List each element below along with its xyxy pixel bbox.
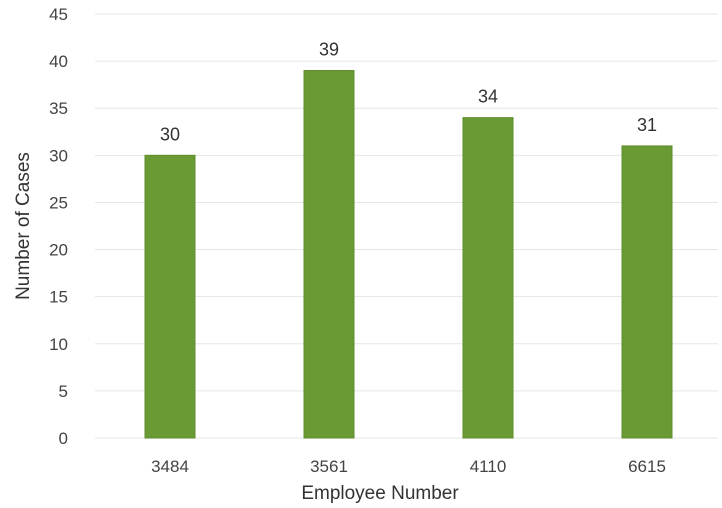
y-tick-label: 40: [49, 52, 68, 71]
y-tick-label: 30: [49, 146, 68, 165]
y-tick-label: 25: [49, 193, 68, 212]
y-tick-label: 10: [49, 335, 68, 354]
data-labels: 30 39 34 31: [160, 40, 657, 145]
x-tick-label: 6615: [628, 457, 666, 476]
x-axis-ticks: 3484 3561 4110 6615: [151, 457, 666, 476]
bar: [462, 117, 514, 439]
data-label: 34: [478, 87, 498, 107]
x-axis-title: Employee Number: [301, 483, 459, 504]
x-tick-label: 3561: [310, 457, 348, 476]
y-tick-label: 5: [59, 382, 68, 401]
gridlines: [95, 13, 718, 439]
bar: [303, 70, 355, 439]
x-tick-label: 4110: [470, 457, 507, 476]
data-label: 31: [637, 115, 657, 135]
y-tick-label: 45: [49, 5, 68, 24]
y-tick-label: 20: [49, 241, 68, 260]
bar: [144, 154, 196, 439]
y-axis-title: Number of Cases: [13, 152, 34, 300]
bar: [621, 145, 673, 439]
y-tick-label: 15: [49, 288, 68, 307]
bars: [144, 70, 673, 439]
y-axis-ticks: 0 5 10 15 20 25 30 35 40 45: [49, 5, 68, 448]
data-label: 30: [160, 124, 180, 144]
x-tick-label: 3484: [151, 457, 189, 476]
data-label: 39: [319, 40, 339, 60]
y-tick-label: 35: [49, 99, 68, 118]
y-tick-label: 0: [59, 429, 68, 448]
